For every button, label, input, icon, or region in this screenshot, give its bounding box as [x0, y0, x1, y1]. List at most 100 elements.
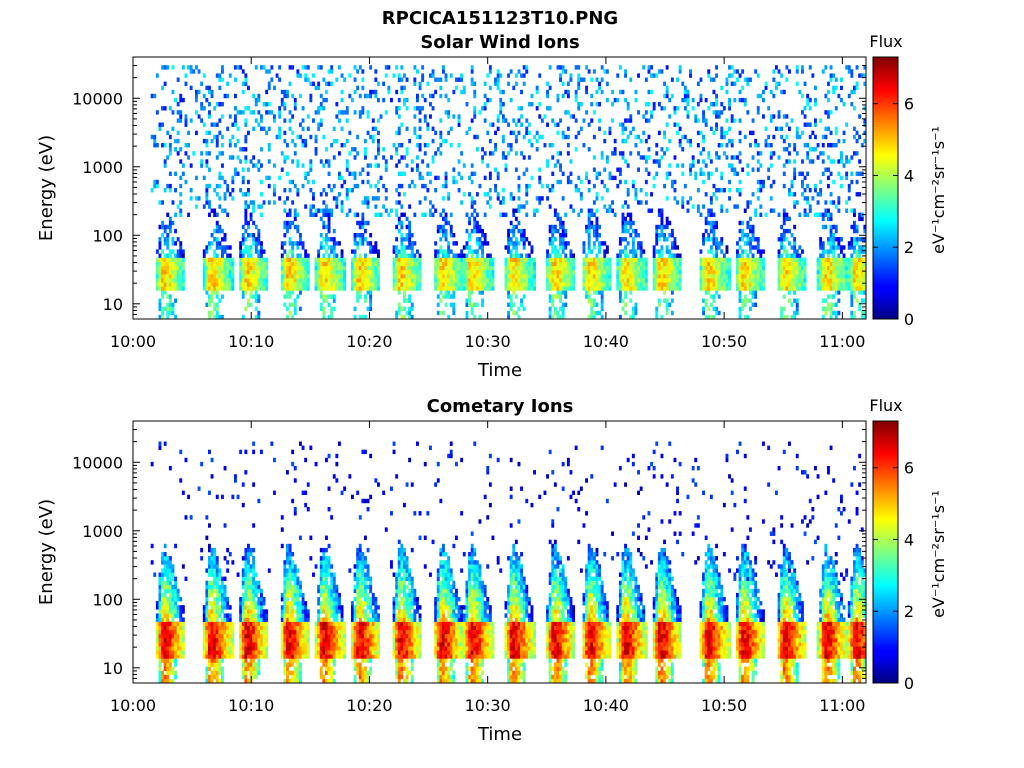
- heatmap-cell: [691, 163, 695, 168]
- heatmap-cell: [377, 253, 380, 258]
- heatmap-cell: [587, 245, 591, 250]
- heatmap-cell: [551, 241, 555, 246]
- heatmap-cell: [299, 233, 302, 238]
- heatmap-cell: [249, 253, 253, 258]
- heatmap-cell: [374, 278, 378, 283]
- heatmap-cell: [546, 93, 549, 99]
- heatmap-cell: [507, 302, 510, 307]
- heatmap-cell: [317, 265, 321, 271]
- heatmap-cell: [244, 220, 248, 226]
- heatmap-cell: [273, 188, 276, 193]
- heatmap-cell: [814, 188, 817, 193]
- heatmap-cell: [486, 278, 490, 283]
- heatmap-cell: [595, 278, 599, 283]
- heatmap-cell: [325, 97, 328, 103]
- heatmap-cell: [860, 249, 864, 254]
- heatmap-cell: [546, 163, 549, 168]
- heatmap-cell: [637, 151, 640, 156]
- heatmap-cell: [764, 212, 768, 217]
- heatmap-cell: [621, 261, 625, 267]
- heatmap-cell: [218, 130, 222, 136]
- heatmap-cell: [228, 253, 232, 258]
- heatmap-cell: [704, 314, 708, 320]
- heatmap-cell: [397, 282, 401, 287]
- heatmap-cell: [592, 269, 596, 275]
- heatmap-cell: [296, 269, 300, 275]
- heatmap-cell: [163, 143, 167, 148]
- heatmap-cell: [400, 183, 404, 189]
- heatmap-cell: [676, 286, 679, 291]
- heatmap-cell: [746, 314, 750, 320]
- heatmap-cell: [624, 302, 627, 307]
- heatmap-cell: [644, 278, 648, 283]
- heatmap-cell: [522, 134, 526, 140]
- heatmap-cell: [416, 143, 419, 148]
- heatmap-cell: [244, 106, 248, 111]
- heatmap-cell: [507, 228, 510, 234]
- heatmap-cell: [790, 274, 794, 279]
- heatmap-cell: [785, 286, 789, 291]
- heatmap-cell: [507, 274, 510, 279]
- heatmap-cell: [293, 102, 297, 107]
- heatmap-cell: [483, 106, 487, 111]
- heatmap-cell: [829, 73, 833, 78]
- heatmap-cells: [150, 65, 867, 320]
- heatmap-cell: [587, 220, 591, 226]
- heatmap-cell: [205, 159, 209, 164]
- heatmap-cell: [736, 188, 739, 193]
- heatmap-cell: [460, 265, 464, 271]
- heatmap-cell: [863, 81, 867, 86]
- heatmap-cell: [174, 212, 177, 217]
- heatmap-cell: [247, 220, 250, 226]
- heatmap-cell: [749, 200, 752, 205]
- heatmap-cell: [837, 138, 841, 144]
- heatmap-cell: [585, 282, 588, 287]
- heatmap-cell: [221, 228, 224, 234]
- heatmap-cell: [343, 179, 347, 185]
- heatmap-cell: [647, 155, 651, 160]
- heatmap-cell: [319, 278, 323, 283]
- heatmap-cell: [509, 69, 513, 74]
- heatmap-cell: [306, 126, 310, 131]
- heatmap-cell: [741, 97, 745, 103]
- heatmap-cell: [325, 237, 328, 242]
- heatmap-cell: [785, 122, 789, 127]
- heatmap-cell: [566, 257, 570, 262]
- heatmap-cell: [629, 151, 633, 156]
- heatmap-cell: [582, 282, 586, 287]
- heatmap-cell: [301, 106, 305, 111]
- heatmap-cell: [202, 249, 206, 254]
- heatmap-cell: [280, 286, 284, 291]
- heatmap-cell: [504, 155, 508, 160]
- heatmap-cell: [621, 220, 625, 226]
- heatmap-cell: [400, 89, 404, 95]
- heatmap-cell: [345, 163, 349, 168]
- heatmap-cell: [686, 102, 690, 107]
- heatmap-cell: [556, 261, 560, 267]
- heatmap-cell: [481, 290, 484, 295]
- heatmap-cell: [829, 212, 833, 217]
- heatmap-cell: [205, 200, 209, 205]
- heatmap-cell: [863, 274, 867, 279]
- heatmap-cell: [819, 212, 823, 217]
- heatmap-cell: [572, 114, 575, 119]
- heatmap-cell: [361, 274, 365, 279]
- heatmap-cell: [260, 278, 263, 283]
- heatmap-cell: [166, 155, 170, 160]
- heatmap-cell: [457, 269, 461, 275]
- heatmap-cell: [582, 269, 586, 275]
- heatmap-cell: [639, 245, 643, 250]
- heatmap-cell: [629, 314, 633, 320]
- heatmap-cell: [410, 257, 414, 262]
- heatmap-cell: [444, 265, 448, 271]
- heatmap-cell: [816, 192, 820, 197]
- heatmap-cell: [413, 126, 417, 131]
- heatmap-cell: [223, 245, 227, 250]
- heatmap-cell: [707, 306, 711, 312]
- heatmap-cell: [673, 110, 677, 115]
- heatmap-cell: [569, 77, 573, 82]
- heatmap-cell: [512, 245, 516, 250]
- heatmap-cell: [283, 261, 287, 267]
- heatmap-cell: [470, 274, 474, 279]
- heatmap-cell: [829, 200, 833, 205]
